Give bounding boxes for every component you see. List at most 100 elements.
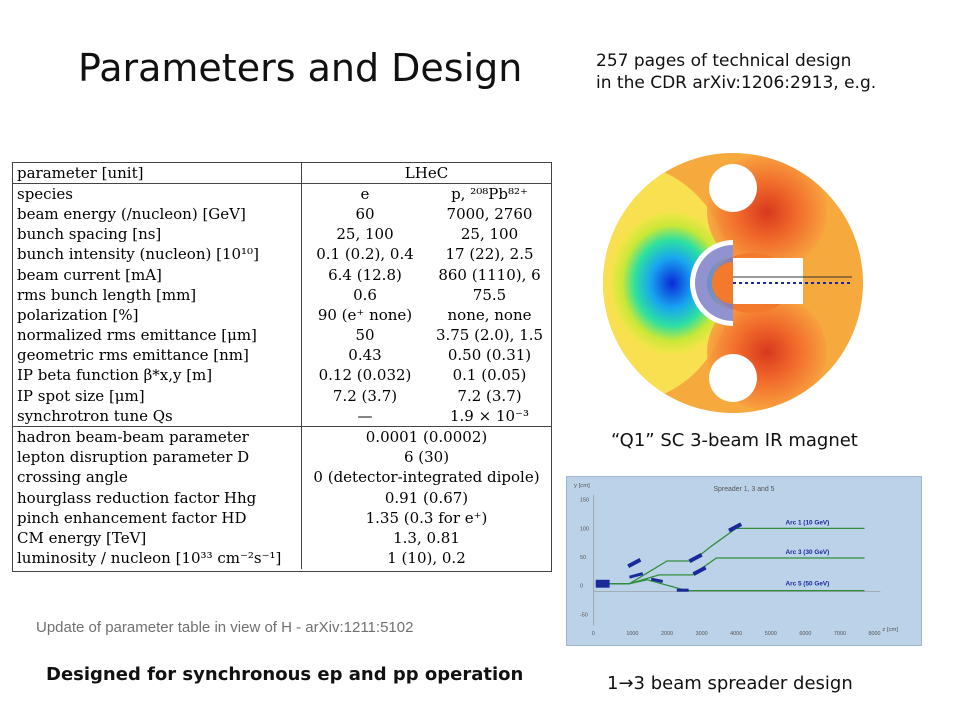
spreader-x-tick: 5000: [765, 631, 777, 637]
table-row: CM energy [TeV] 1.3, 0.81: [13, 528, 551, 549]
param-name: beam energy (/nucleon) [GeV]: [13, 204, 302, 225]
param-value-shared: 0.0001 (0.0002): [301, 426, 551, 448]
spreader-plot-title: Spreader 1, 3 and 5: [713, 486, 774, 493]
param-value-shared: 1.35 (0.3 for e⁺): [365, 508, 488, 527]
param-name: IP spot size [μm]: [13, 386, 302, 407]
param-value-electron: 25, 100: [336, 225, 394, 244]
spreader-caption: 1→3 beam spreader design: [607, 673, 853, 694]
spreader-x-tick: 3000: [696, 631, 708, 637]
param-value-electron: 0.6: [353, 285, 377, 304]
spreader-x-ticks: 0 1000 2000 3000 4000 5000 6000 7000 8000: [592, 631, 881, 637]
spreader-x-tick: 1000: [626, 631, 638, 637]
param-name: IP beta function β*x,y [m]: [13, 365, 302, 387]
spreader-x-tick: 4000: [730, 631, 742, 637]
param-value-shared: 0.91 (0.67): [384, 488, 469, 507]
spreader-y-axis-label: y [cm]: [574, 483, 590, 489]
table-row: IP beta function β*x,y [m] 0.12 (0.032) 0.…: [13, 365, 551, 387]
spreader-x-tick: 7000: [834, 631, 846, 637]
param-name: hadron beam-beam parameter: [13, 426, 302, 448]
spreader-y-tick: 100: [580, 526, 589, 532]
designed-for-note: Designed for synchronous ep and pp opera…: [46, 664, 524, 685]
param-value-shared: 6 (30): [403, 448, 450, 467]
table-row: polarization [%] 90 (e⁺ none) none, none: [13, 305, 551, 326]
param-value-hadron: 7000, 2760: [446, 204, 533, 223]
param-value-electron: 0.1 (0.2), 0.4: [316, 245, 414, 264]
param-value-hadron: 75.5: [472, 285, 507, 304]
param-name: luminosity / nucleon [10³³ cm⁻²s⁻¹]: [13, 548, 302, 569]
magnet-cross-section-image: [603, 153, 863, 413]
param-value-hadron: 860 (1110), 6: [438, 265, 541, 284]
param-name: lepton disruption parameter D: [13, 447, 302, 468]
param-name: rms bunch length [mm]: [13, 285, 302, 306]
param-name: CM energy [TeV]: [13, 528, 302, 549]
table-row: species e p, ²⁰⁸Pb⁸²⁺: [13, 183, 551, 205]
arc-label-1: Arc 1 (10 GeV): [786, 519, 830, 526]
table-row: hourglass reduction factor Hhg 0.91 (0.67…: [13, 488, 551, 509]
param-value-electron: 90 (e⁺ none): [317, 305, 413, 324]
spreader-x-axis-label: z [cm]: [882, 627, 898, 633]
header-parameter: parameter [unit]: [13, 163, 302, 185]
table-row: geometric rms emittance [nm] 0.43 0.50 (0.…: [13, 345, 551, 366]
spreader-x-tick: 0: [592, 631, 595, 637]
param-name: polarization [%]: [13, 305, 302, 326]
param-value-hadron: 3.75 (2.0), 1.5: [435, 326, 544, 345]
cdr-reference: 257 pages of technical design in the CDR…: [596, 50, 876, 94]
param-name: normalized rms emittance [μm]: [13, 325, 302, 346]
param-value-hadron: 7.2 (3.7): [457, 386, 522, 405]
spreader-y-ticks: 150 100 50 0 -50: [580, 498, 589, 619]
param-name: species: [13, 183, 302, 205]
param-name: synchrotron tune Qs: [13, 406, 302, 427]
cdr-reference-line1: 257 pages of technical design: [596, 51, 852, 71]
param-value-hadron: 0.50 (0.31): [447, 346, 532, 365]
spreader-x-tick: 2000: [661, 631, 673, 637]
spreader-x-tick: 8000: [869, 631, 881, 637]
param-value-hadron: p, ²⁰⁸Pb⁸²⁺: [451, 184, 528, 203]
param-value-shared: 0 (detector-integrated dipole): [313, 468, 540, 487]
param-value-electron: —: [357, 406, 373, 425]
param-value-shared: 1.3, 0.81: [393, 528, 460, 547]
param-value-hadron: 17 (22), 2.5: [445, 245, 534, 264]
table-row: bunch intensity (nucleon) [10¹⁰] 0.1 (0.2…: [13, 244, 551, 265]
param-value-hadron: 1.9 × 10⁻³: [450, 406, 529, 425]
param-name: pinch enhancement factor HD: [13, 508, 302, 529]
spreader-plot: Spreader 1, 3 and 5 y [cm] z [cm] 150 100…: [566, 476, 922, 646]
arc-label-3: Arc 3 (30 GeV): [786, 549, 830, 556]
param-name: beam current [mA]: [13, 264, 302, 286]
spreader-y-tick: -50: [580, 612, 588, 618]
table-row: beam current [mA] 6.4 (12.8) 860 (1110), 6: [13, 264, 551, 286]
spreader-magnets: [595, 522, 743, 592]
param-value-electron: 50: [355, 326, 375, 345]
param-value-electron: 7.2 (3.7): [332, 386, 398, 405]
param-name: geometric rms emittance [nm]: [13, 345, 302, 366]
table-row: lepton disruption parameter D 6 (30): [13, 447, 551, 468]
param-value-electron: 60: [355, 204, 375, 223]
table-row: synchrotron tune Qs — 1.9 × 10⁻³: [13, 406, 551, 427]
update-note: Update of parameter table in view of H -…: [36, 619, 414, 636]
magnet-caption: “Q1” SC 3-beam IR magnet: [611, 430, 858, 451]
param-value-hadron: 0.1 (0.05): [452, 366, 527, 385]
param-value-electron: 0.43: [348, 346, 382, 365]
table-row: pinch enhancement factor HD 1.35 (0.3 for…: [13, 508, 551, 529]
table-row: bunch spacing [ns] 25, 100 25, 100: [13, 224, 551, 245]
spreader-x-tick: 6000: [799, 631, 811, 637]
arc-label-5: Arc 5 (50 GeV): [786, 581, 830, 588]
param-value-electron: e: [360, 184, 370, 203]
param-value-electron: 0.12 (0.032): [318, 366, 412, 385]
slide-title: Parameters and Design: [78, 46, 523, 90]
table-row: normalized rms emittance [μm] 50 3.75 (2.0…: [13, 325, 551, 346]
table-row: hadron beam-beam parameter 0.0001 (0.0002…: [13, 426, 551, 448]
table-row: beam energy (/nucleon) [GeV] 60 7000, 2760: [13, 204, 551, 225]
param-value-electron: 6.4 (12.8): [328, 265, 402, 284]
param-name: bunch intensity (nucleon) [10¹⁰]: [13, 244, 302, 265]
param-name: hourglass reduction factor Hhg: [13, 488, 302, 509]
table-header-row: parameter [unit] LHeC: [13, 163, 551, 185]
table-row: luminosity / nucleon [10³³ cm⁻²s⁻¹] 1 (10…: [13, 548, 551, 569]
param-value-shared: 1 (10), 0.2: [387, 549, 466, 568]
param-name: bunch spacing [ns]: [13, 224, 302, 245]
cdr-reference-line2: in the CDR arXiv:1206:2913, e.g.: [596, 73, 877, 93]
table-row: rms bunch length [mm] 0.6 75.5: [13, 285, 551, 306]
table-row: IP spot size [μm] 7.2 (3.7) 7.2 (3.7): [13, 386, 551, 407]
param-name: crossing angle: [13, 467, 302, 488]
parameter-table: parameter [unit] LHeC species e p, ²⁰⁸Pb⁸²…: [12, 162, 552, 572]
spreader-y-tick: 0: [580, 584, 583, 590]
